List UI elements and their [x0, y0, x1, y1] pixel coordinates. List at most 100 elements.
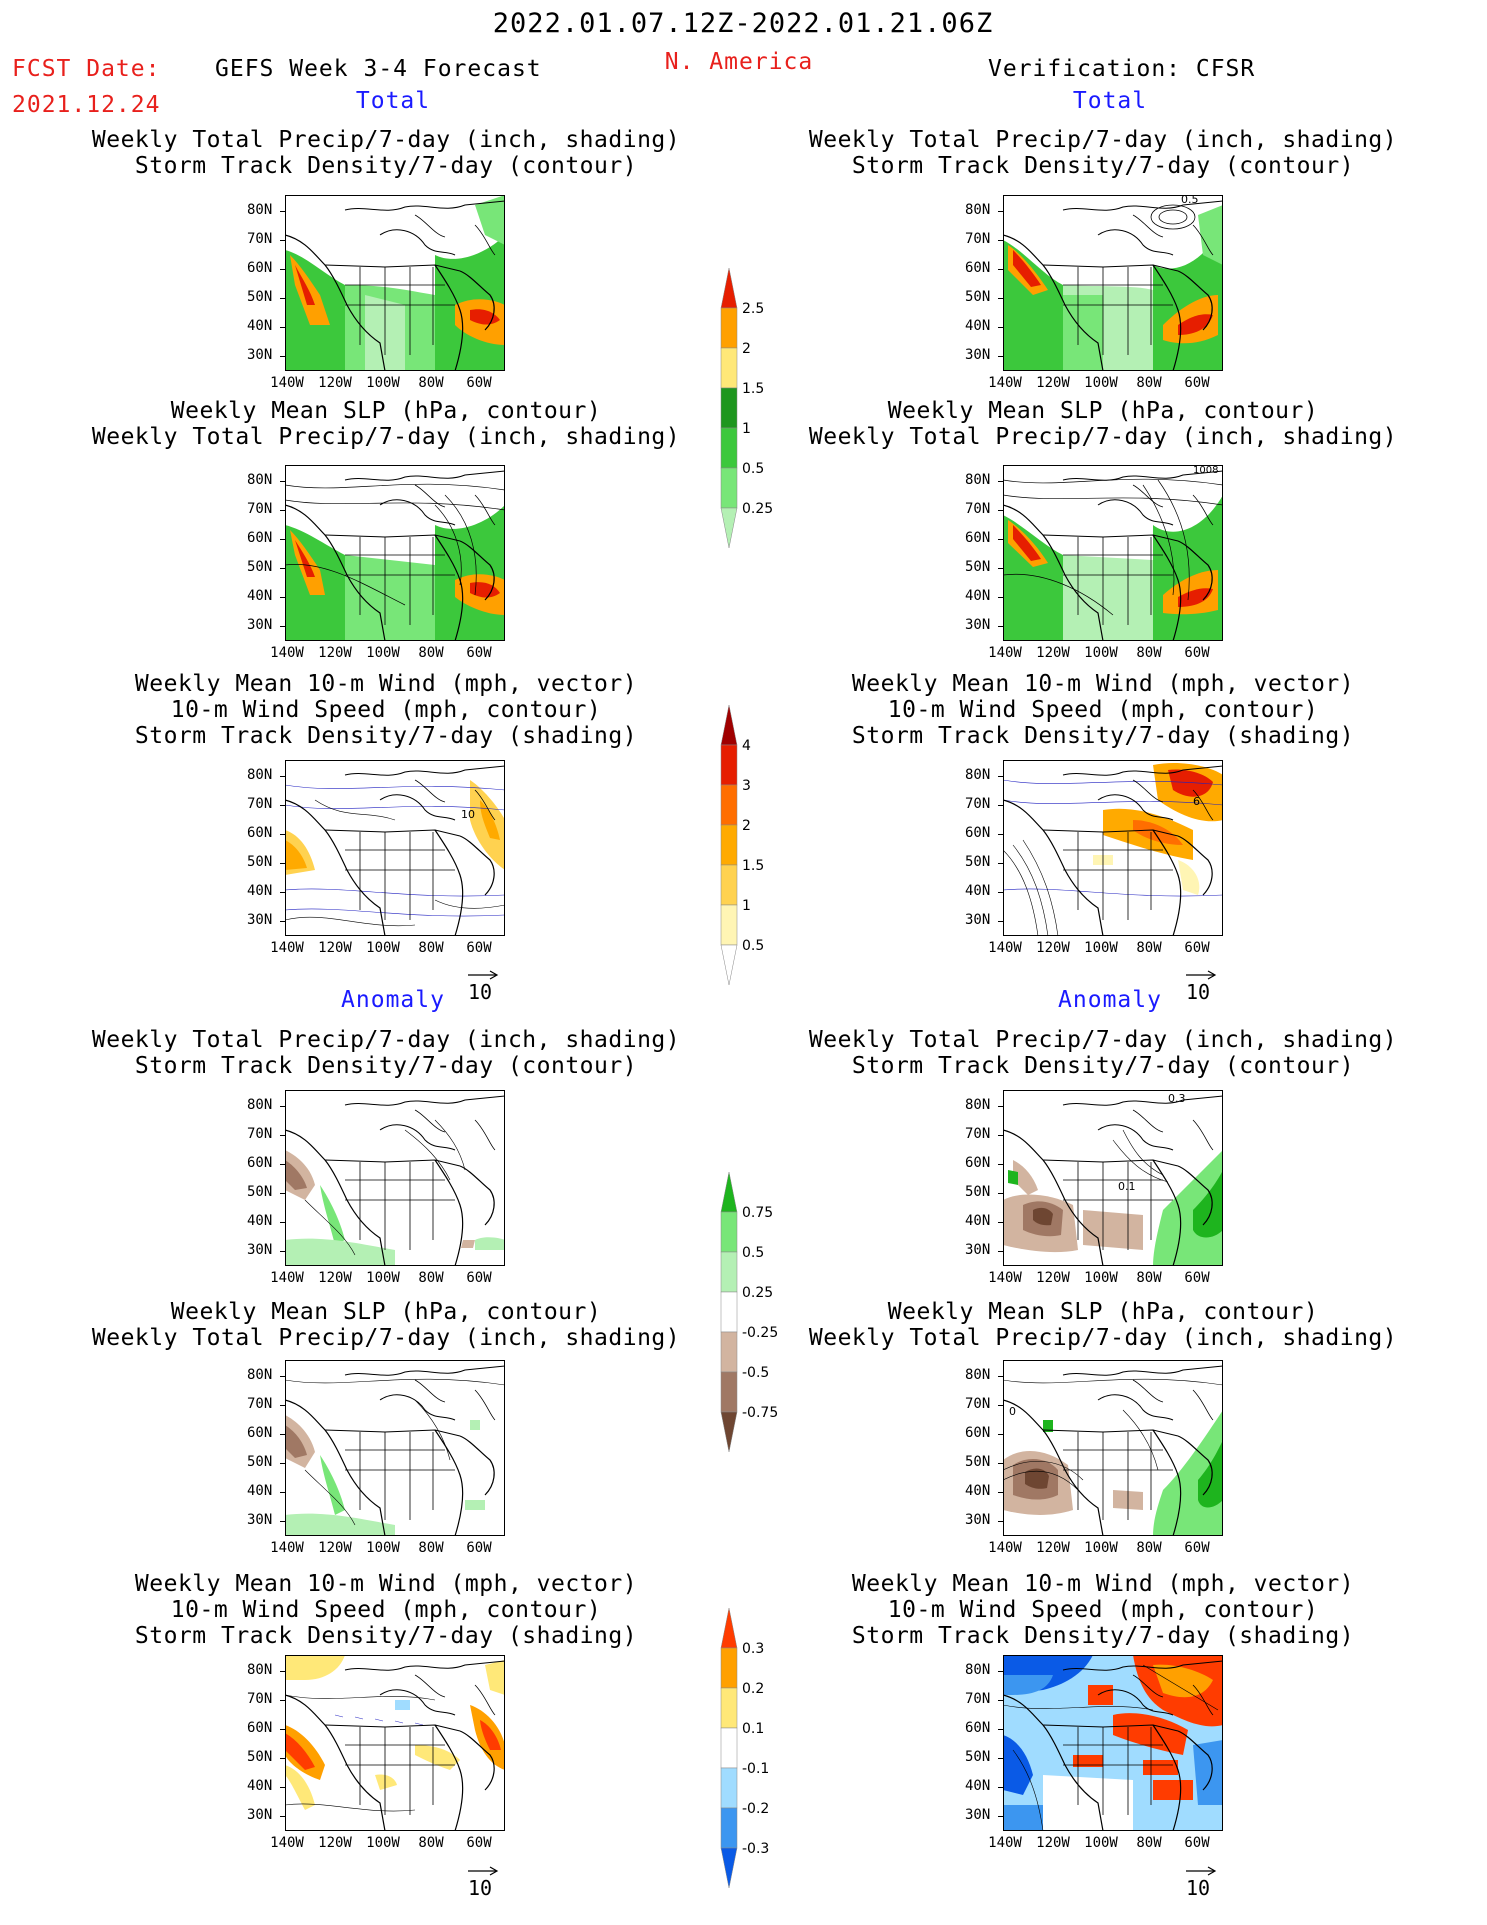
lat-tick: [280, 1700, 285, 1701]
lat-tick: [998, 269, 1003, 270]
lon-label: 60W: [1184, 1835, 1210, 1851]
colorbar-level-label: 2: [742, 341, 751, 357]
lon-label: 60W: [1184, 375, 1210, 391]
colorbar-level-label: 1: [742, 898, 751, 914]
lat-tick: [280, 921, 285, 922]
panel-title-fcst-total-precip: Weekly Total Precip/7-day (inch, shading…: [91, 127, 681, 179]
lon-label: 140W: [988, 1270, 1022, 1286]
lat-tick: [998, 240, 1003, 241]
map-fcst-total-slp: [284, 465, 506, 645]
map-obs-total-slp: 1008: [1002, 465, 1224, 645]
colorbar-segment: [720, 347, 738, 389]
lat-label: 60N: [247, 825, 273, 841]
lat-label: 30N: [247, 912, 273, 928]
colorbar-segment: [720, 307, 738, 349]
lat-label: 80N: [965, 1097, 991, 1113]
lat-label: 40N: [965, 883, 991, 899]
lat-tick: [280, 240, 285, 241]
lat-tick: [998, 539, 1003, 540]
lat-tick: [998, 327, 1003, 328]
colorbar-total-precip: 0.25 0.5 1 1.5 2 2.5: [720, 267, 800, 556]
lon-label: 120W: [318, 1835, 352, 1851]
lat-tick: [280, 805, 285, 806]
colorbar-level-label: 0.25: [742, 1285, 773, 1301]
lon-label: 80W: [1136, 375, 1162, 391]
lat-tick: [998, 1106, 1003, 1107]
colorbar-level-label: 1.5: [742, 381, 764, 397]
lat-tick: [280, 1816, 285, 1817]
lat-tick: [280, 597, 285, 598]
lon-label: 120W: [1036, 940, 1070, 956]
lat-label: 40N: [247, 588, 273, 604]
panel-title-fcst-total-slp: Weekly Mean SLP (hPa, contour) Weekly Tot…: [91, 398, 681, 450]
contour-label: 0: [1009, 1405, 1016, 1418]
colorbar-level-label: -0.1: [742, 1761, 769, 1777]
lat-tick: [998, 1193, 1003, 1194]
lat-tick: [998, 1463, 1003, 1464]
lon-label: 60W: [466, 645, 492, 661]
map-obs-total-wind: 6: [1002, 760, 1224, 940]
lat-tick: [998, 1492, 1003, 1493]
lat-tick: [280, 1671, 285, 1672]
lat-label: 40N: [247, 1778, 273, 1794]
colorbar-segment: [720, 1211, 738, 1253]
colorbar-segment: [720, 904, 738, 946]
lat-label: 70N: [247, 501, 273, 517]
lat-tick: [998, 356, 1003, 357]
colorbar-segment: [720, 1847, 738, 1889]
lat-tick: [280, 1434, 285, 1435]
lat-label: 30N: [965, 617, 991, 633]
colorbar-total-track: 0.5 1 1.5 2 3 4: [720, 704, 800, 993]
lat-tick: [998, 1222, 1003, 1223]
lat-label: 70N: [247, 1396, 273, 1412]
lat-label: 50N: [247, 289, 273, 305]
colorbar-segment: [720, 427, 738, 469]
lat-tick: [280, 269, 285, 270]
panel-title-obs-total-slp: Weekly Mean SLP (hPa, contour) Weekly Tot…: [808, 398, 1398, 450]
lon-label: 120W: [1036, 645, 1070, 661]
lat-tick: [280, 1251, 285, 1252]
map-fcst-anom-wind: [284, 1655, 506, 1835]
colorbar-segment: [720, 1727, 738, 1769]
lat-tick: [280, 298, 285, 299]
lat-label: 30N: [247, 1512, 273, 1528]
lat-label: 40N: [965, 1213, 991, 1229]
lon-label: 60W: [466, 375, 492, 391]
colorbar-level-label: -0.75: [742, 1405, 778, 1421]
lon-label: 100W: [366, 645, 400, 661]
section-total-right: Total: [1072, 88, 1148, 114]
lat-label: 40N: [247, 1483, 273, 1499]
colorbar-level-label: 0.75: [742, 1205, 773, 1221]
lon-label: 80W: [418, 940, 444, 956]
map-fcst-anom-precip: [284, 1090, 506, 1270]
colorbar-segment: [720, 1767, 738, 1809]
fcst-date-label: FCST Date:: [12, 56, 161, 82]
lat-tick: [998, 1729, 1003, 1730]
date-range: 2022.01.07.12Z-2022.01.21.06Z: [492, 8, 994, 39]
colorbar-segment: [720, 704, 738, 746]
lon-label: 120W: [318, 645, 352, 661]
lat-label: 40N: [247, 1213, 273, 1229]
map-obs-anom-precip: 0.3 0.1: [1002, 1090, 1224, 1270]
lon-label: 140W: [270, 1835, 304, 1851]
lat-label: 60N: [247, 530, 273, 546]
colorbar-level-label: 2: [742, 818, 751, 834]
lat-tick: [998, 805, 1003, 806]
lon-label: 80W: [418, 375, 444, 391]
lat-label: 70N: [965, 501, 991, 517]
colorbar-level-label: 0.5: [742, 461, 764, 477]
lat-tick: [280, 211, 285, 212]
lat-label: 40N: [247, 883, 273, 899]
contour-label: 10: [461, 808, 475, 821]
lat-label: 80N: [247, 1662, 273, 1678]
lon-label: 80W: [1136, 1835, 1162, 1851]
lat-label: 80N: [965, 1662, 991, 1678]
map-obs-total-precip: 0.5: [1002, 193, 1224, 375]
lat-label: 80N: [247, 1367, 273, 1383]
lat-label: 40N: [965, 588, 991, 604]
lat-tick: [280, 834, 285, 835]
lon-label: 60W: [1184, 645, 1210, 661]
colorbar-segment: [720, 387, 738, 429]
colorbar-level-label: 0.5: [742, 938, 764, 954]
lat-tick: [998, 1135, 1003, 1136]
